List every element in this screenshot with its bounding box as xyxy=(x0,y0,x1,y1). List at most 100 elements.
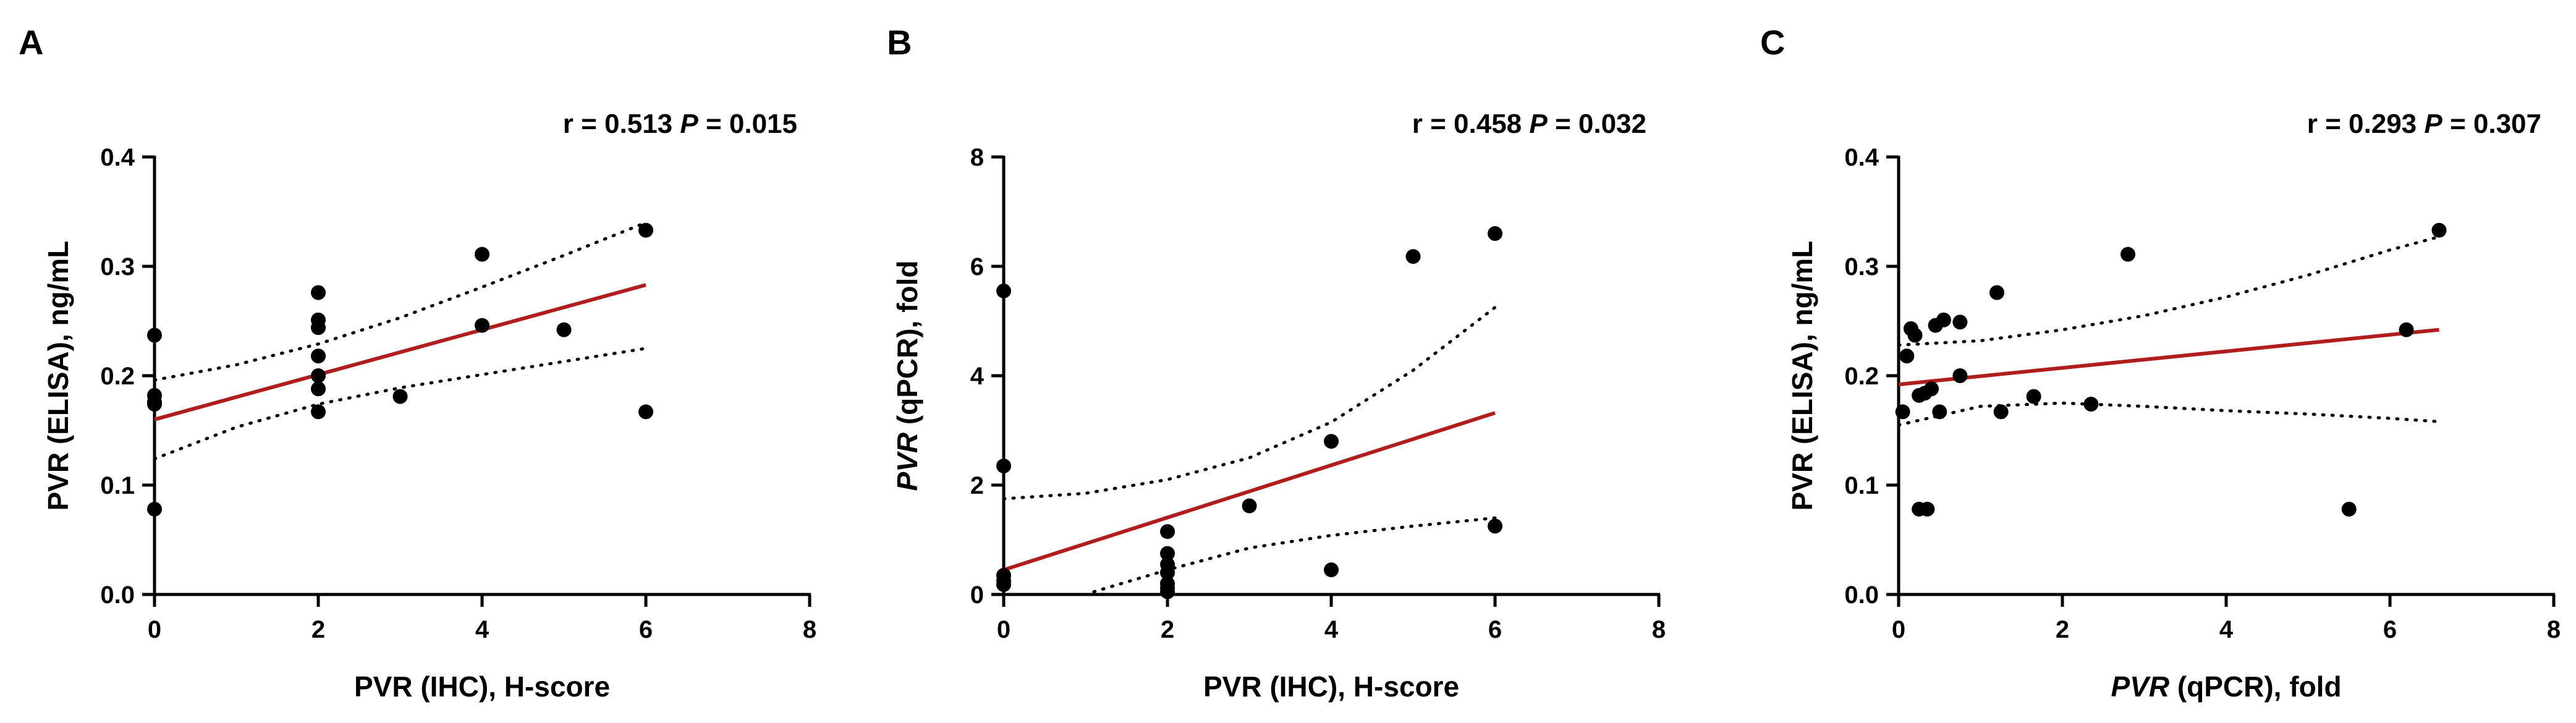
data-point xyxy=(1160,584,1175,599)
data-point xyxy=(475,247,489,262)
x-axis-title: PVR (IHC), H-score xyxy=(1203,670,1459,703)
data-point xyxy=(2083,397,2099,412)
y-tick-label: 0.1 xyxy=(100,472,135,499)
x-tick-label: 4 xyxy=(2219,616,2234,643)
panel-C: Cr = 0.293 P = 0.307 0 2 4 6 8 0.0 0.1 0.2 0.3 0.4… xyxy=(1760,23,2561,703)
x-tick-label: 4 xyxy=(1324,616,1339,643)
data-point xyxy=(2026,389,2041,404)
x-tick-label: 2 xyxy=(2056,616,2069,643)
x-tick-label: 8 xyxy=(1652,616,1666,643)
y-tick-label: 0.2 xyxy=(1844,363,1879,390)
data-point xyxy=(1242,498,1257,514)
panel-B: Br = 0.458 P = 0.032 0 2 4 6 8 0 2 4 6 8 PVR (IHC),… xyxy=(887,23,1666,703)
data-point xyxy=(311,368,326,383)
y-tick-label: 8 xyxy=(970,144,984,171)
y-tick-label: 0.4 xyxy=(100,144,135,171)
data-point xyxy=(2121,247,2135,262)
x-tick-label: 0 xyxy=(148,616,161,643)
stat-p-value: = 0.032 xyxy=(1548,109,1646,139)
stat-annotation: r = 0.513 P = 0.015 xyxy=(563,109,797,139)
data-point xyxy=(1160,565,1175,580)
panel-letter: A xyxy=(19,23,43,62)
ci-upper-band xyxy=(153,221,648,382)
data-point xyxy=(1920,501,1935,517)
stat-p-value: = 0.015 xyxy=(698,109,797,139)
data-point xyxy=(638,222,653,238)
data-point xyxy=(1324,434,1339,449)
stat-r: r = 0.513 xyxy=(563,109,680,139)
data-point xyxy=(1907,328,1923,343)
x-tick-label: 2 xyxy=(311,616,325,643)
data-point xyxy=(147,397,162,412)
data-point xyxy=(1936,312,1951,328)
data-point xyxy=(475,318,489,333)
data-point xyxy=(1895,404,1910,420)
y-tick-label: 6 xyxy=(970,253,984,281)
data-point xyxy=(1952,315,1968,330)
y-axis-title: PVR (qPCR), fold xyxy=(891,260,923,491)
stat-annotation: r = 0.458 P = 0.032 xyxy=(1412,109,1646,139)
data-point xyxy=(147,501,162,517)
data-point xyxy=(2431,222,2447,238)
x-tick-label: 4 xyxy=(475,616,489,643)
y-tick-label: 0.0 xyxy=(100,581,135,609)
ci-upper-band xyxy=(1002,305,1497,501)
y-tick-label: 0.3 xyxy=(100,253,135,281)
y-axis-title: PVR (ELISA), ng/mL xyxy=(1786,241,1818,511)
data-point xyxy=(996,577,1011,593)
data-point xyxy=(1993,404,2009,420)
stat-p-value: = 0.307 xyxy=(2443,109,2541,139)
data-point xyxy=(311,320,326,336)
data-point xyxy=(311,349,326,364)
panel-letter: B xyxy=(887,23,912,62)
regression-line xyxy=(1898,328,2439,387)
panel-A: Ar = 0.513 P = 0.015 0 2 4 6 8 0.0 0.1 0.2 0.3 0.4… xyxy=(19,23,816,703)
ci-upper-band xyxy=(1897,235,2441,347)
x-tick-label: 8 xyxy=(2547,616,2561,643)
data-point xyxy=(147,328,162,343)
y-tick-label: 0.3 xyxy=(1844,253,1879,281)
ci-lower-band xyxy=(1897,401,2441,427)
x-tick-label: 8 xyxy=(803,616,816,643)
x-axis-title: PVR (IHC), H-score xyxy=(354,670,610,703)
panel-letter: C xyxy=(1760,23,1785,62)
data-point xyxy=(1160,546,1175,561)
data-point xyxy=(1932,404,1947,420)
data-point xyxy=(1405,249,1421,264)
data-point xyxy=(392,389,408,404)
data-point xyxy=(311,404,326,420)
data-point xyxy=(1488,226,1502,241)
x-tick-label: 6 xyxy=(639,616,653,643)
y-tick-label: 2 xyxy=(970,472,984,499)
data-point xyxy=(638,404,653,420)
x-axis-title: PVR (qPCR), fold xyxy=(2111,670,2341,703)
y-tick-label: 0 xyxy=(970,581,984,609)
x-tick-label: 0 xyxy=(997,616,1010,643)
regression-line xyxy=(1003,411,1496,572)
x-tick-label: 0 xyxy=(1892,616,1905,643)
data-point xyxy=(556,322,572,337)
data-point xyxy=(1488,518,1502,534)
x-tick-label: 6 xyxy=(2383,616,2397,643)
data-point xyxy=(2341,501,2357,517)
data-point xyxy=(311,285,326,300)
data-point xyxy=(311,381,326,397)
y-tick-label: 0.2 xyxy=(100,363,135,390)
data-point xyxy=(2399,322,2414,337)
y-tick-label: 0.1 xyxy=(1844,472,1879,499)
stat-r: r = 0.293 xyxy=(2307,109,2425,139)
stat-p-label: P xyxy=(1529,109,1548,139)
y-tick-label: 0.0 xyxy=(1844,581,1879,609)
y-tick-label: 0.4 xyxy=(1844,144,1879,171)
x-tick-label: 2 xyxy=(1161,616,1174,643)
stat-p-label: P xyxy=(2424,109,2443,139)
y-axis-title: PVR (ELISA), ng/mL xyxy=(42,241,74,511)
data-point xyxy=(1924,381,1939,397)
stat-r: r = 0.458 xyxy=(1412,109,1530,139)
data-point xyxy=(996,283,1011,298)
data-point xyxy=(1989,285,2004,300)
data-point xyxy=(996,459,1011,474)
x-tick-label: 6 xyxy=(1488,616,1502,643)
data-point xyxy=(1160,524,1175,539)
